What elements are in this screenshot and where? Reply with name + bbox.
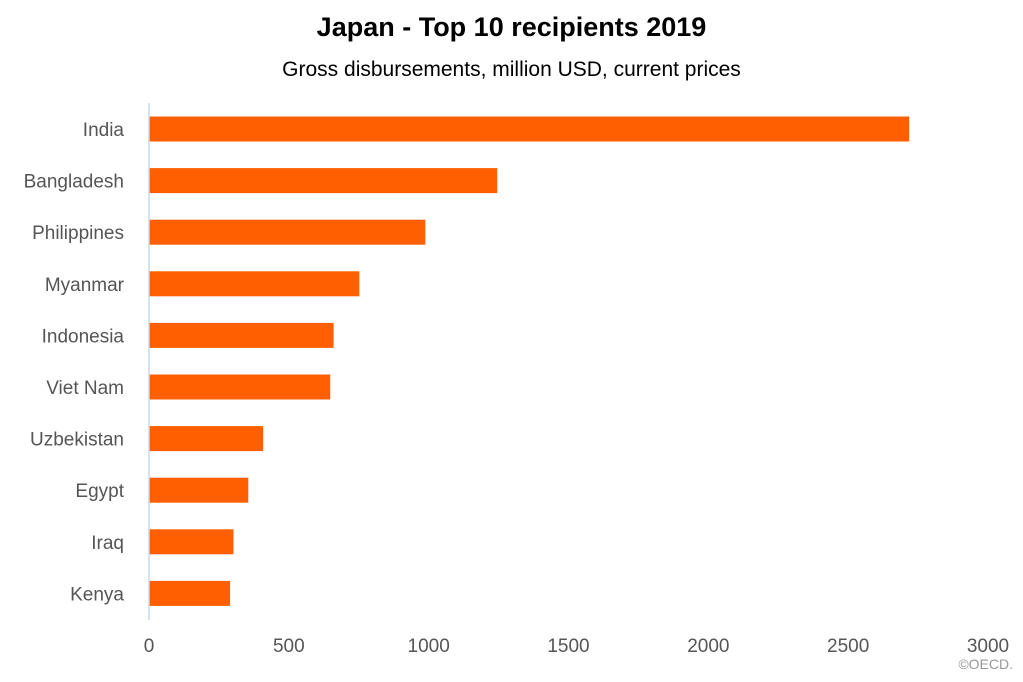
bar-viet-nam xyxy=(149,374,331,400)
bar-bangladesh xyxy=(149,168,498,194)
x-tick-label-500: 500 xyxy=(273,636,305,657)
chart-title: Japan - Top 10 recipients 2019 xyxy=(316,12,707,42)
bar-kenya xyxy=(149,580,231,606)
bar-myanmar xyxy=(149,271,360,297)
category-label-bangladesh: Bangladesh xyxy=(24,172,124,193)
bars-group xyxy=(149,116,910,606)
chart-subtitle: Gross disbursements, million USD, curren… xyxy=(282,58,741,81)
bar-iraq xyxy=(149,529,234,555)
x-axis-ticks: 0 500 1000 1500 2000 2500 3000 xyxy=(144,636,1009,657)
bar-egypt xyxy=(149,477,249,503)
category-label-indonesia: Indonesia xyxy=(42,326,125,347)
category-labels: India Bangladesh Philippines Myanmar Indones… xyxy=(24,120,125,605)
x-tick-label-2500: 2500 xyxy=(827,636,869,657)
x-tick-label-1500: 1500 xyxy=(547,636,589,657)
bar-uzbekistan xyxy=(149,426,264,452)
category-label-kenya: Kenya xyxy=(70,584,124,605)
x-tick-label-0: 0 xyxy=(144,636,155,657)
category-label-iraq: Iraq xyxy=(91,533,124,554)
category-label-philippines: Philippines xyxy=(32,223,124,244)
source-credit: ©OECD. xyxy=(958,656,1013,672)
x-tick-label-2000: 2000 xyxy=(687,636,729,657)
category-label-viet-nam: Viet Nam xyxy=(46,378,124,399)
category-label-myanmar: Myanmar xyxy=(45,275,125,296)
bar-philippines xyxy=(149,219,426,245)
category-label-india: India xyxy=(83,120,125,141)
bar-indonesia xyxy=(149,322,334,348)
bar-india xyxy=(149,116,910,142)
category-label-egypt: Egypt xyxy=(75,481,124,502)
x-tick-label-3000: 3000 xyxy=(967,636,1009,657)
category-label-uzbekistan: Uzbekistan xyxy=(30,430,124,451)
x-tick-label-1000: 1000 xyxy=(408,636,450,657)
